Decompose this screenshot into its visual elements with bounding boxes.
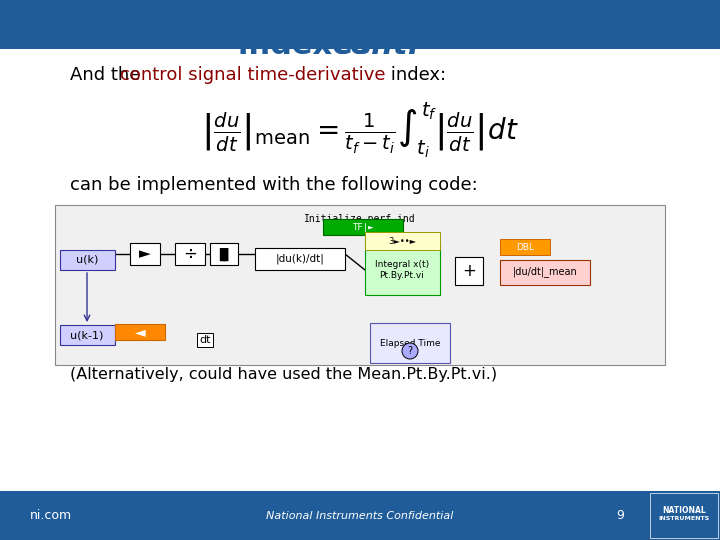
Text: ni.com: ni.com [30, 509, 72, 522]
Bar [60, 250, 115, 270]
Bar [0, 0, 720, 49]
Text: |du(k)/dt|: |du(k)/dt| [276, 254, 325, 264]
Bar [500, 260, 590, 285]
Text: dt: dt [199, 335, 211, 345]
Bar [365, 232, 440, 250]
Text: ▐▌: ▐▌ [215, 247, 233, 261]
Text: cont.: cont. [333, 31, 420, 60]
Text: TF|►: TF|► [353, 222, 374, 232]
Bar [60, 325, 115, 345]
Text: Implementation of performance: Implementation of performance [86, 16, 634, 44]
Text: $\left|\frac{du}{dt}\right|_{\mathrm{mean}} = \frac{1}{t_f - t_i}\int_{t_i}^{t_f: $\left|\frac{du}{dt}\right|_{\mathrm{mea… [201, 100, 519, 160]
Bar [115, 324, 165, 340]
Bar [210, 243, 238, 265]
Bar [365, 245, 440, 295]
Text: 3►••►: 3►••► [388, 237, 416, 246]
Text: u(k): u(k) [76, 255, 98, 265]
Text: Elapsed Time: Elapsed Time [379, 339, 440, 348]
Text: DBL: DBL [516, 242, 534, 252]
Bar [650, 494, 718, 538]
Bar [370, 323, 450, 363]
Circle shape [402, 343, 418, 359]
Bar [0, 491, 720, 540]
Bar [130, 243, 160, 265]
Text: ◄: ◄ [135, 325, 145, 339]
Bar [55, 205, 665, 365]
Text: INSTRUMENTS: INSTRUMENTS [658, 516, 710, 521]
Text: control signal time-derivative: control signal time-derivative [120, 66, 385, 84]
Text: ÷: ÷ [183, 245, 197, 263]
Text: And the: And the [70, 66, 146, 84]
Text: Initialize_perf_ind: Initialize_perf_ind [304, 213, 416, 224]
Bar [455, 257, 483, 285]
Text: can be implemented with the following code:: can be implemented with the following co… [70, 176, 478, 194]
Text: index:: index: [385, 66, 446, 84]
Text: ►: ► [139, 246, 151, 261]
Text: 9: 9 [616, 509, 624, 522]
Bar [500, 239, 550, 255]
Text: Integral x(t)
Pt.By.Pt.vi: Integral x(t) Pt.By.Pt.vi [375, 260, 429, 280]
Text: National Instruments Confidential: National Instruments Confidential [266, 511, 454, 521]
Text: ?: ? [408, 346, 413, 356]
Text: NATIONAL: NATIONAL [662, 506, 706, 515]
Text: (Alternatively, could have used the Mean.Pt.By.Pt.vi.): (Alternatively, could have used the Mean… [70, 368, 497, 382]
Bar [0, 49, 720, 491]
Bar [255, 248, 345, 270]
Text: indexes: indexes [238, 31, 382, 60]
Text: u(k-1): u(k-1) [71, 330, 104, 340]
Bar [175, 243, 205, 265]
Text: +: + [462, 262, 476, 280]
Bar [323, 219, 403, 235]
Text: |du/dt|_mean: |du/dt|_mean [513, 267, 577, 278]
